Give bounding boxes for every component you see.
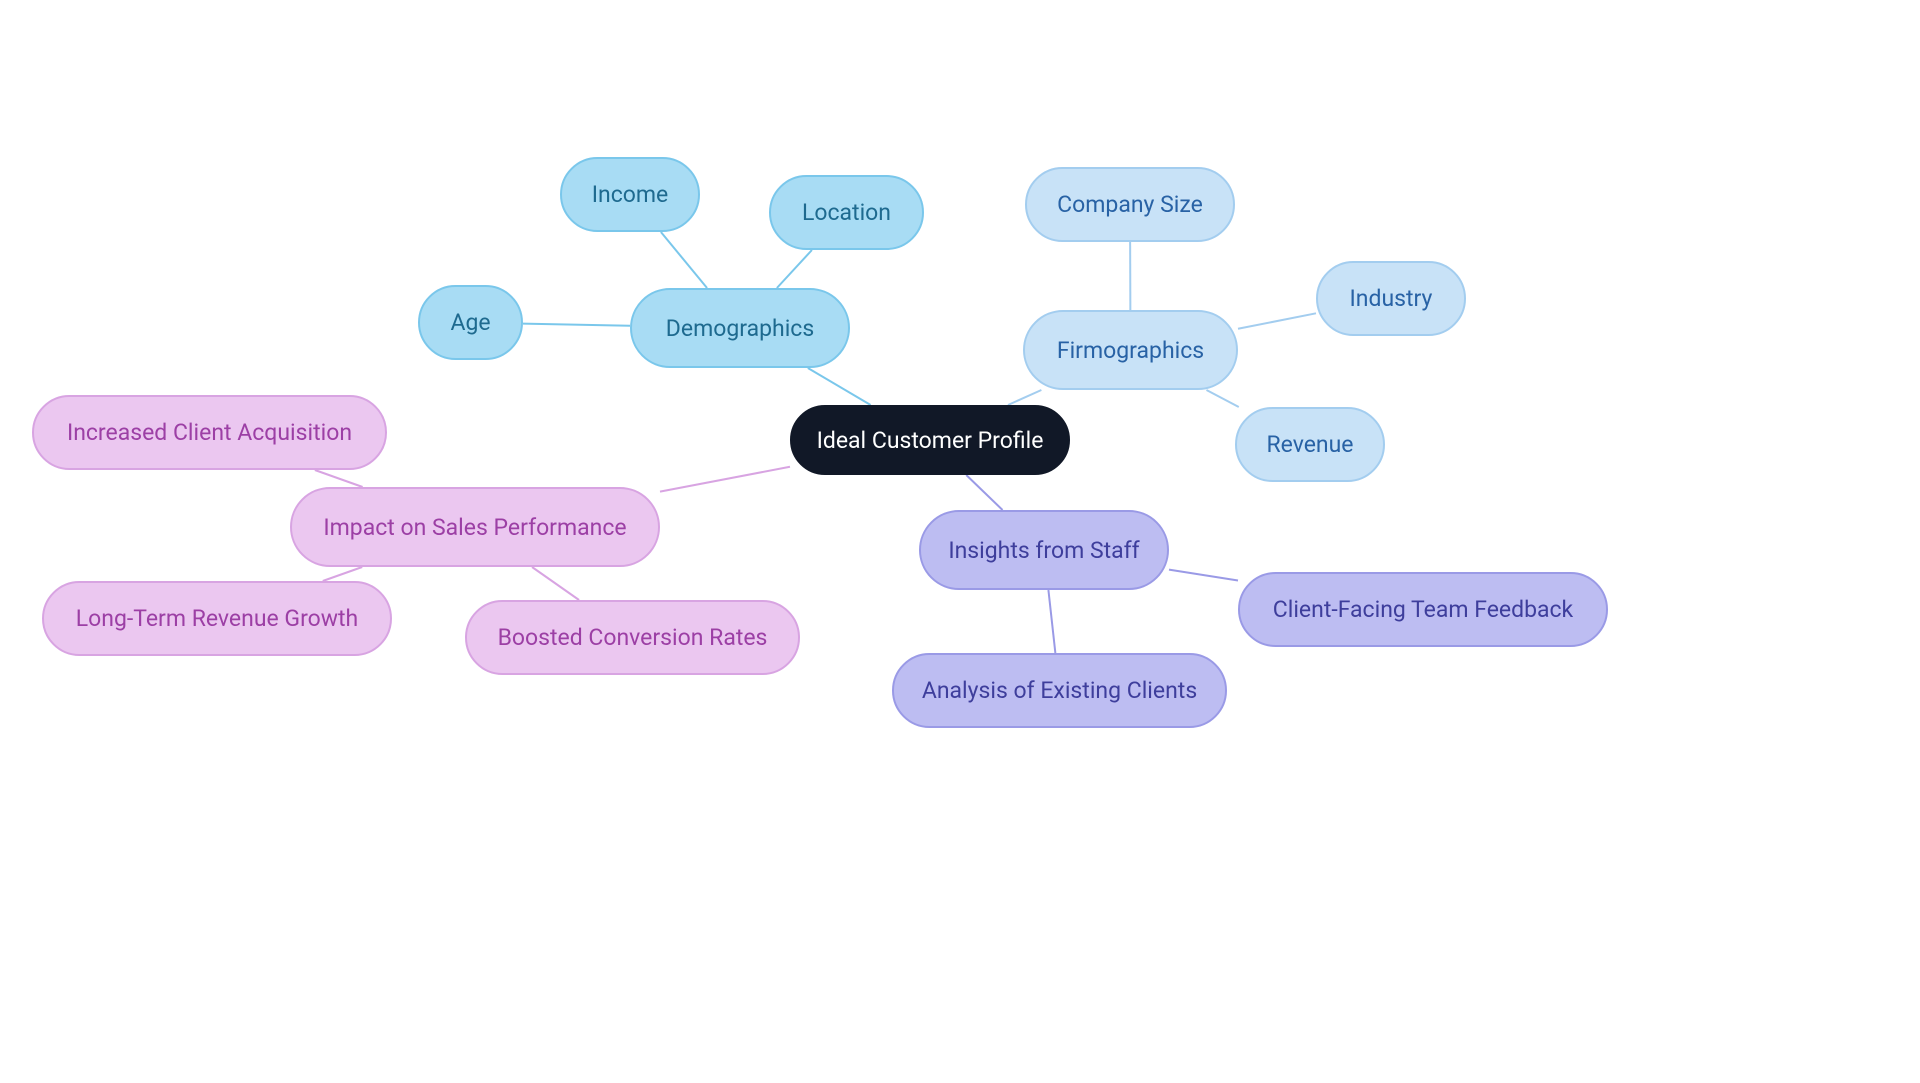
edge-impact-long_term — [323, 567, 362, 581]
node-label-impact: Impact on Sales Performance — [323, 514, 626, 541]
node-label-industry: Industry — [1350, 285, 1433, 312]
edge-firmographics-revenue — [1206, 390, 1238, 407]
node-label-insights: Insights from Staff — [948, 537, 1139, 564]
edge-insights-analysis_clients — [1048, 590, 1055, 653]
edge-insights-client_feedback — [1169, 570, 1238, 581]
node-label-client_feedback: Client-Facing Team Feedback — [1273, 596, 1573, 623]
node-label-long_term: Long-Term Revenue Growth — [76, 605, 358, 632]
node-analysis_clients: Analysis of Existing Clients — [892, 653, 1227, 728]
node-label-root: Ideal Customer Profile — [817, 427, 1044, 454]
node-client_acq: Increased Client Acquisition — [32, 395, 387, 470]
node-label-firmographics: Firmographics — [1057, 337, 1204, 364]
node-label-income: Income — [592, 181, 668, 208]
edge-demographics-age — [523, 324, 630, 326]
node-location: Location — [769, 175, 924, 250]
node-label-analysis_clients: Analysis of Existing Clients — [922, 677, 1197, 704]
edge-root-demographics — [808, 368, 871, 405]
node-label-location: Location — [802, 199, 891, 226]
node-insights: Insights from Staff — [919, 510, 1169, 590]
node-age: Age — [418, 285, 523, 360]
node-label-company_size: Company Size — [1057, 191, 1203, 218]
node-boosted: Boosted Conversion Rates — [465, 600, 800, 675]
node-label-boosted: Boosted Conversion Rates — [498, 624, 768, 651]
edge-root-insights — [966, 475, 1002, 510]
node-demographics: Demographics — [630, 288, 850, 368]
edge-firmographics-industry — [1238, 313, 1316, 328]
node-industry: Industry — [1316, 261, 1466, 336]
edge-impact-client_acq — [315, 470, 363, 487]
node-company_size: Company Size — [1025, 167, 1235, 242]
edge-root-firmographics — [1008, 390, 1041, 405]
node-income: Income — [560, 157, 700, 232]
node-label-client_acq: Increased Client Acquisition — [67, 419, 352, 446]
node-label-demographics: Demographics — [666, 315, 814, 342]
edge-demographics-location — [777, 250, 812, 288]
node-label-revenue: Revenue — [1267, 431, 1354, 458]
node-root: Ideal Customer Profile — [790, 405, 1070, 475]
node-client_feedback: Client-Facing Team Feedback — [1238, 572, 1608, 647]
edge-impact-boosted — [532, 567, 579, 600]
edge-root-impact — [660, 467, 790, 492]
node-impact: Impact on Sales Performance — [290, 487, 660, 567]
node-firmographics: Firmographics — [1023, 310, 1238, 390]
node-long_term: Long-Term Revenue Growth — [42, 581, 392, 656]
node-label-age: Age — [450, 309, 490, 336]
edge-demographics-income — [661, 232, 707, 288]
node-revenue: Revenue — [1235, 407, 1385, 482]
